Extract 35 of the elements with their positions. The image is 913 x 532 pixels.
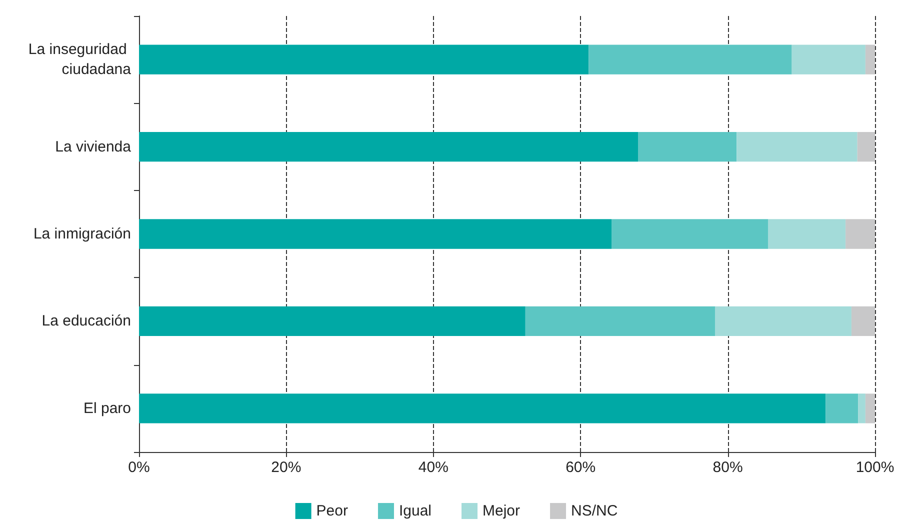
bar	[768, 219, 846, 249]
bar	[612, 219, 768, 249]
bar	[525, 306, 716, 336]
y-tick-label: La educación	[42, 312, 131, 330]
bar	[715, 306, 852, 336]
y-tick-label: El paro	[83, 400, 131, 417]
y-tick-label: La vivienda	[55, 138, 132, 156]
bar	[139, 219, 612, 249]
x-tick-label: 0%	[128, 459, 150, 476]
bar	[865, 394, 875, 424]
bar	[826, 394, 858, 424]
x-tick-label: 60%	[566, 459, 596, 476]
x-tick-label: 100%	[856, 459, 894, 476]
bar	[588, 44, 792, 74]
x-tick-label: 20%	[271, 459, 302, 476]
y-tick-label: La inmigración	[33, 226, 131, 242]
bar	[139, 394, 826, 424]
x-tick-label: 40%	[418, 459, 448, 476]
bar	[792, 44, 866, 74]
y-tick-label: La inseguridad ciudadana	[28, 41, 132, 78]
bar	[865, 44, 875, 74]
bar	[857, 132, 875, 162]
bar	[638, 132, 737, 162]
bar	[736, 132, 858, 162]
legend-label: Igual	[398, 502, 432, 520]
bar	[139, 132, 638, 162]
bar	[858, 394, 866, 424]
legend-label: NS/NC	[571, 502, 618, 520]
x-tick-label: 80%	[712, 459, 743, 476]
bar	[139, 306, 526, 336]
bar	[846, 219, 875, 249]
bar	[139, 44, 589, 74]
bar	[851, 306, 875, 336]
legend-label: Peor	[316, 502, 348, 520]
legend-label: Mejor	[482, 502, 520, 520]
